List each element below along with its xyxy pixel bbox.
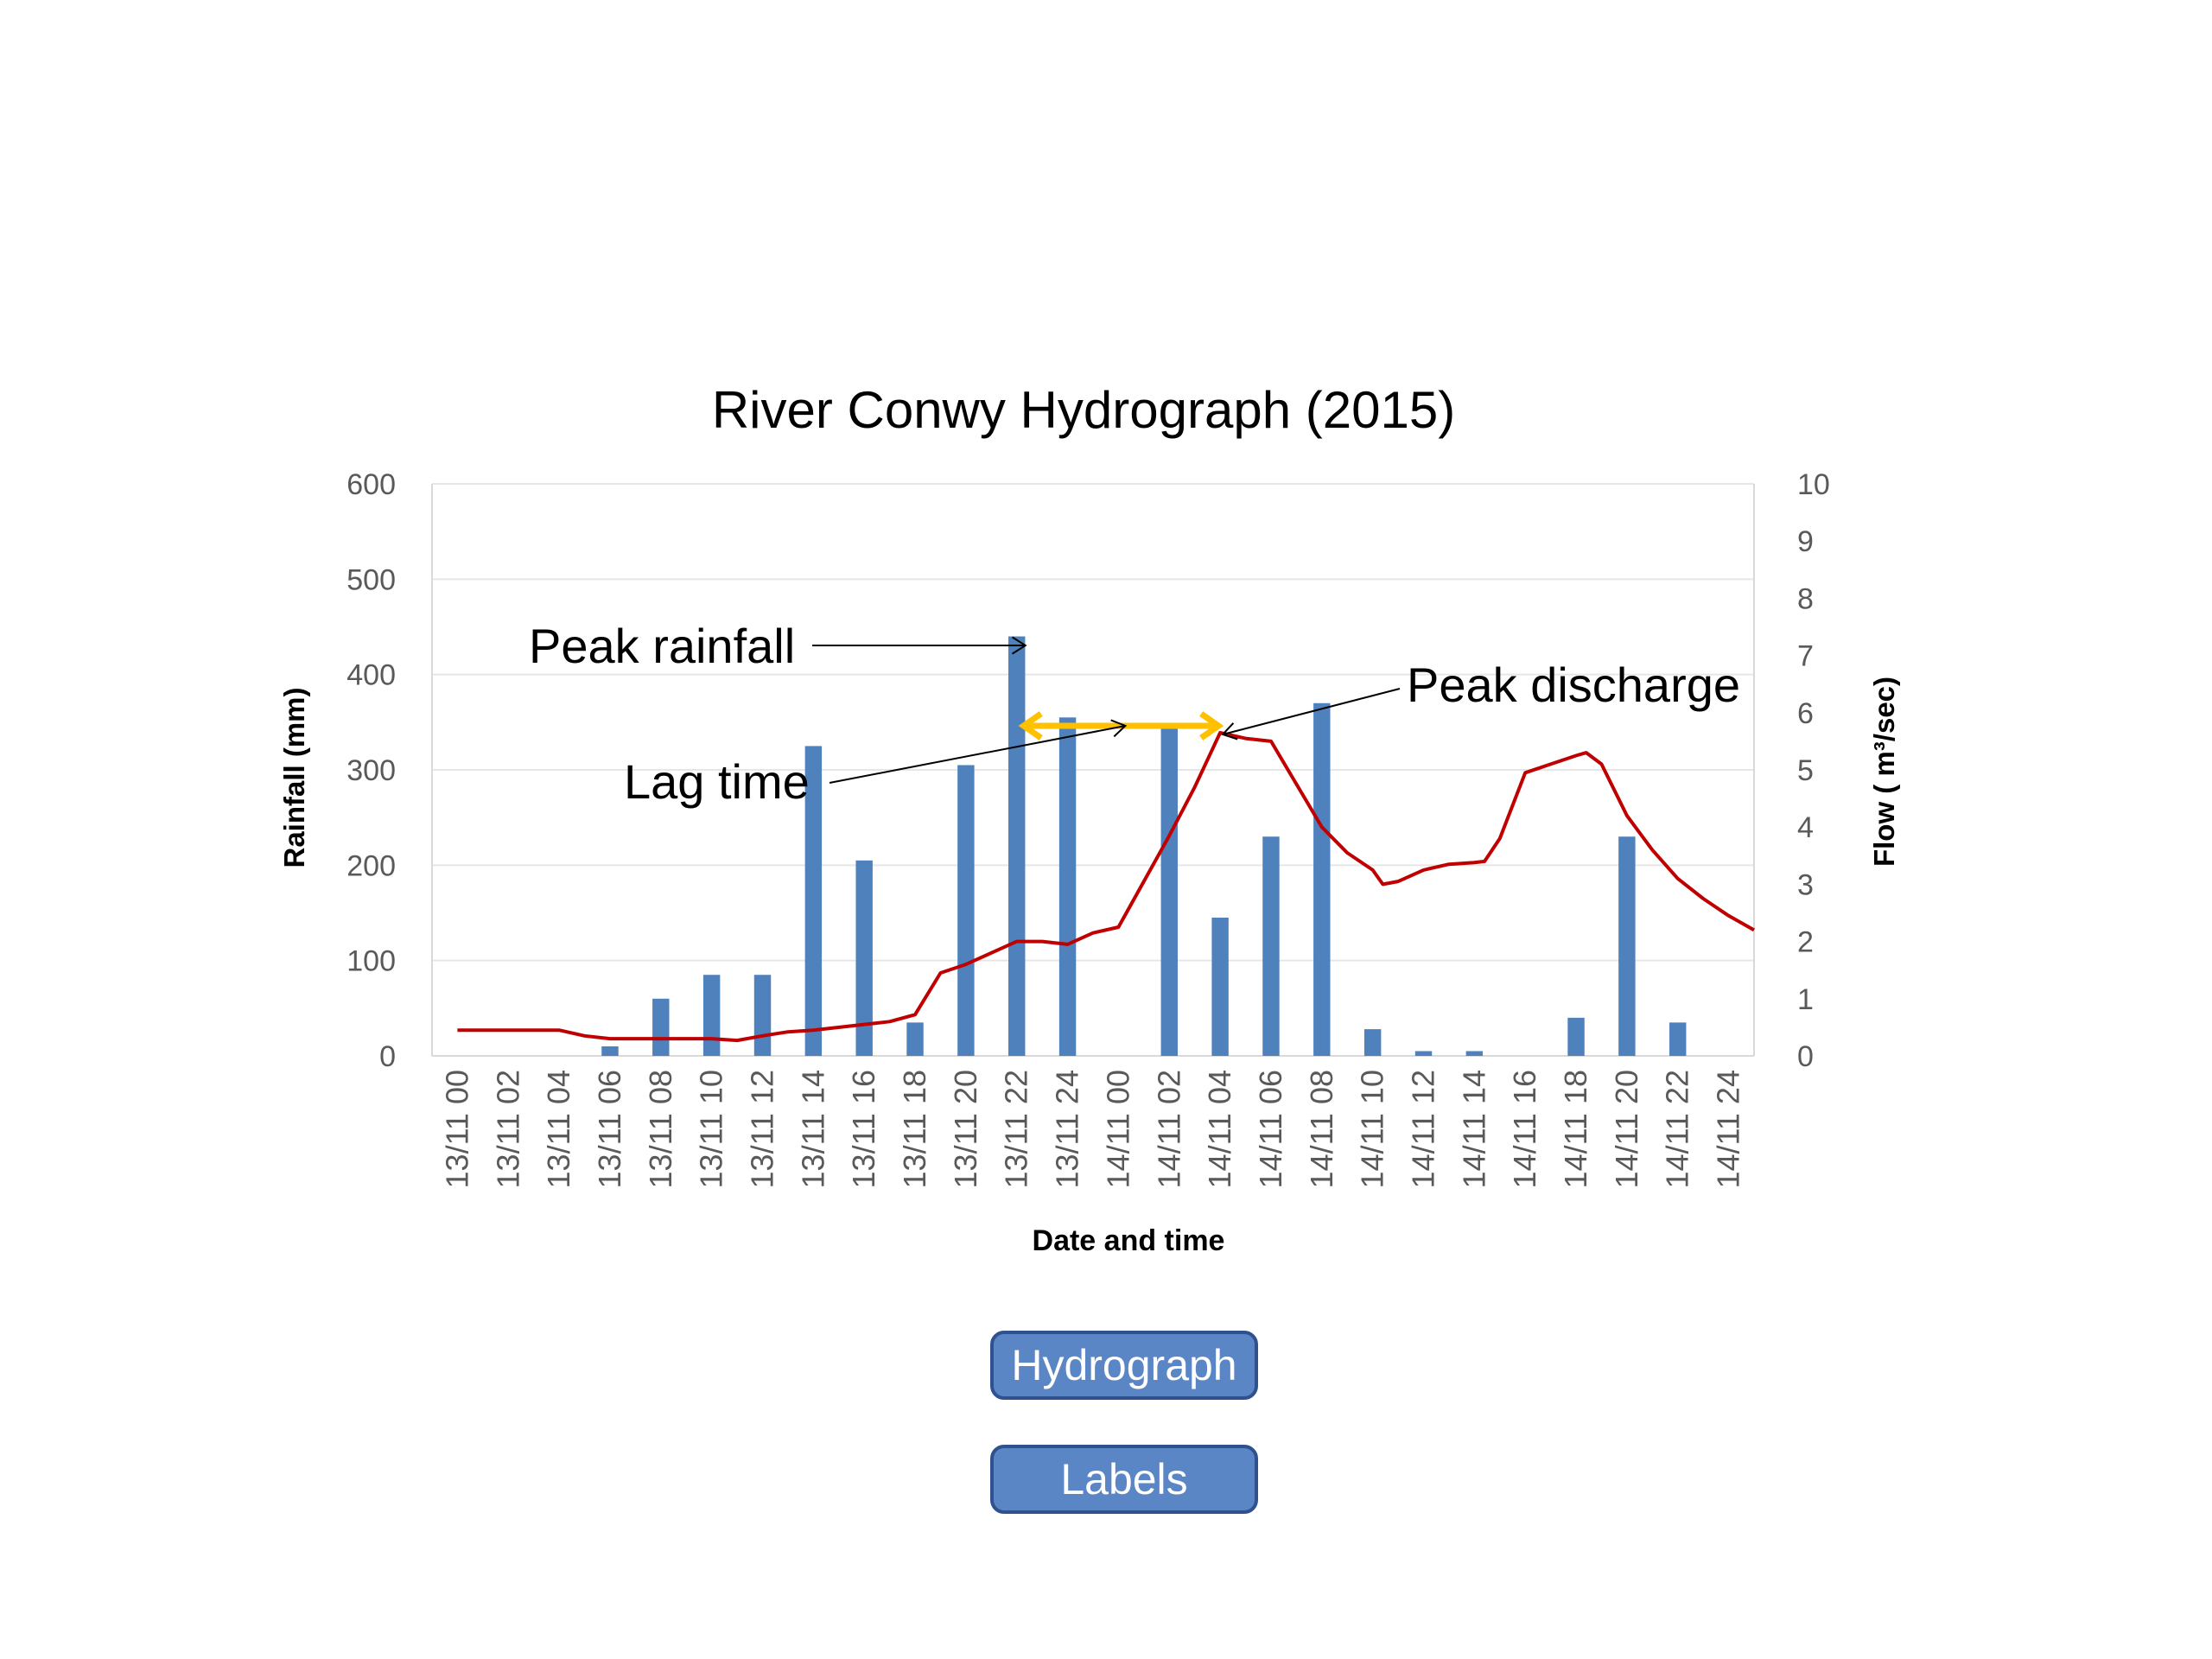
y-tick-right: 6 (1797, 697, 1814, 730)
y-tick-left: 200 (346, 849, 396, 882)
rainfall-bar (1058, 717, 1077, 1056)
rainfall-bar (601, 1046, 619, 1056)
lag-time-label: Lag time (624, 754, 810, 809)
rainfall-bar (1414, 1051, 1433, 1056)
rainfall-bar (1211, 918, 1229, 1056)
y-tick-left: 0 (379, 1040, 396, 1073)
x-tick-label: 13/11 00 (439, 1070, 474, 1188)
x-tick-label: 14/11 14 (1456, 1070, 1491, 1188)
y-axis-label-right: Flow ( m³/sec) (1868, 677, 1900, 867)
x-tick-label: 14/11 00 (1100, 1070, 1135, 1188)
x-tick-label: 13/11 04 (541, 1070, 576, 1188)
rainfall-bar (1465, 1051, 1484, 1056)
axes (431, 484, 1755, 1057)
y-tick-right: 1 (1797, 983, 1814, 1016)
x-tick-label: 13/11 24 (1050, 1070, 1085, 1188)
rainfall-bar (957, 765, 975, 1056)
peak-discharge-label: Peak discharge (1407, 658, 1740, 712)
y-tick-right: 3 (1797, 868, 1814, 901)
rainfall-bar (1160, 727, 1178, 1056)
lag-time-arrowhead (1199, 711, 1224, 741)
rainfall-bar (1618, 836, 1636, 1056)
peak-rainfall-arrow-head (1011, 636, 1027, 655)
rainfall-bar (855, 860, 873, 1056)
annotations: Peak rainfall Lag time Peak discharge (529, 619, 1740, 809)
lag-time-arrow-head (1110, 719, 1128, 738)
x-tick-label: 14/11 16 (1507, 1070, 1542, 1188)
chart-title: River Conwy Hydrograph (2015) (712, 381, 1455, 439)
y-tick-right: 5 (1797, 754, 1814, 787)
x-tick-label: 13/11 18 (897, 1070, 932, 1188)
y-tick-right: 8 (1797, 582, 1814, 615)
x-axis-label: Date and time (1033, 1224, 1225, 1257)
y-tick-right: 10 (1797, 468, 1830, 501)
y-tick-right: 4 (1797, 811, 1814, 844)
x-tick-label: 13/11 22 (999, 1070, 1034, 1188)
y-tick-left: 400 (346, 659, 396, 692)
y-tick-right: 7 (1797, 640, 1814, 673)
rainfall-bar (1669, 1022, 1687, 1056)
x-tick-label: 14/11 08 (1304, 1070, 1339, 1188)
y-tick-right: 9 (1797, 525, 1814, 558)
tick-labels: 0 100 200 300 400 500 600 0 1 2 3 4 5 6 7 8 9 10 13/11 00 1… (346, 468, 1830, 1188)
x-tick-label: 13/11 20 (948, 1070, 983, 1188)
rainfall-bar (906, 1022, 924, 1056)
y-tick-right: 0 (1797, 1040, 1814, 1073)
rainfall-bar (753, 975, 772, 1056)
x-tick-label: 13/11 06 (592, 1070, 627, 1188)
y-tick-left: 300 (346, 754, 396, 787)
y-tick-left: 500 (346, 563, 396, 596)
y-tick-left: 600 (346, 468, 396, 501)
x-tick-label: 13/11 16 (846, 1070, 881, 1188)
peak-discharge-arrow-head (1221, 722, 1238, 741)
x-tick-label: 14/11 04 (1202, 1070, 1237, 1188)
x-tick-label: 13/11 08 (643, 1070, 678, 1188)
rainfall-bar (1363, 1029, 1382, 1056)
x-tick-label: 13/11 12 (745, 1070, 780, 1188)
gridlines (432, 483, 1754, 962)
flow-line-layer (457, 731, 1755, 1043)
rainfall-bar (702, 975, 721, 1056)
x-tick-label: 14/11 24 (1711, 1070, 1746, 1188)
labels-button[interactable]: Labels (990, 1445, 1258, 1514)
x-tick-label: 14/11 22 (1660, 1070, 1695, 1188)
rainfall-bar (1262, 836, 1280, 1056)
rainfall-bars (601, 636, 1687, 1056)
rainfall-bar (652, 998, 670, 1056)
rainfall-bar (1008, 636, 1026, 1056)
peak-discharge-arrow (1222, 688, 1401, 735)
y-axis-label-left: Rainfall (mm) (278, 687, 310, 868)
x-tick-label: 13/11 10 (694, 1070, 729, 1188)
lag-time-arrow (829, 725, 1126, 784)
y-tick-left: 100 (346, 945, 396, 978)
rainfall-bar (1567, 1017, 1585, 1056)
x-tick-label: 14/11 12 (1406, 1070, 1441, 1188)
y-tick-right: 2 (1797, 926, 1814, 959)
rainfall-bar (1313, 702, 1331, 1056)
rainfall-bar (804, 746, 823, 1056)
x-tick-label: 13/11 02 (490, 1070, 525, 1188)
flow-line (457, 731, 1755, 1043)
peak-rainfall-label: Peak rainfall (529, 619, 795, 673)
hydrograph-button[interactable]: Hydrograph (990, 1331, 1258, 1400)
x-tick-label: 14/11 02 (1151, 1070, 1186, 1188)
x-tick-label: 14/11 10 (1355, 1070, 1390, 1188)
x-tick-label: 14/11 06 (1253, 1070, 1288, 1188)
x-tick-label: 13/11 14 (795, 1070, 830, 1188)
x-tick-label: 14/11 18 (1558, 1070, 1593, 1188)
x-tick-label: 14/11 20 (1609, 1070, 1644, 1188)
lag-time-arrowhead (1018, 711, 1043, 741)
